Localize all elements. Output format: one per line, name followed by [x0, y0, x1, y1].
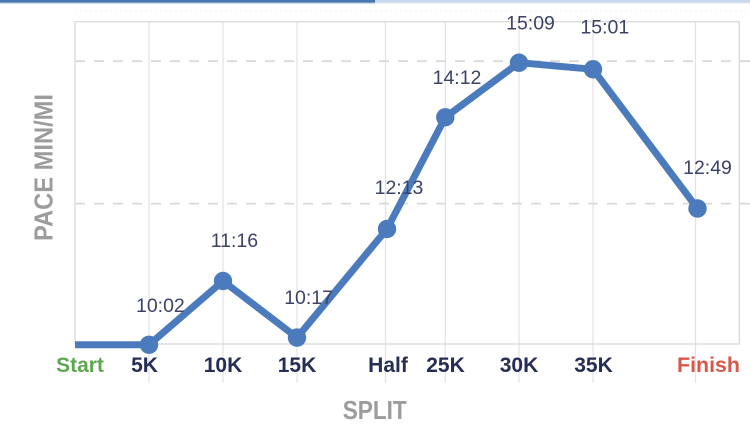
svg-text:14:12: 14:12: [433, 67, 482, 89]
svg-text:SPLIT: SPLIT: [343, 395, 407, 425]
svg-text:15K: 15K: [278, 354, 317, 377]
svg-text:Finish: Finish: [677, 354, 740, 377]
svg-text:12:13: 12:13: [375, 177, 424, 199]
svg-text:Start: Start: [56, 354, 104, 377]
svg-text:5K: 5K: [131, 354, 158, 377]
svg-text:10:02: 10:02: [136, 295, 185, 317]
svg-text:11:16: 11:16: [211, 230, 258, 252]
svg-text:30K: 30K: [500, 354, 539, 377]
svg-text:Half: Half: [368, 354, 409, 377]
svg-text:PACE MIN/MI: PACE MIN/MI: [29, 94, 59, 241]
svg-text:15:09: 15:09: [506, 13, 555, 35]
svg-text:10K: 10K: [204, 354, 243, 377]
svg-text:15:01: 15:01: [580, 17, 629, 39]
svg-text:10:17: 10:17: [284, 287, 333, 309]
svg-text:25K: 25K: [426, 354, 465, 377]
svg-text:12:49: 12:49: [683, 157, 732, 179]
svg-text:35K: 35K: [574, 354, 613, 377]
